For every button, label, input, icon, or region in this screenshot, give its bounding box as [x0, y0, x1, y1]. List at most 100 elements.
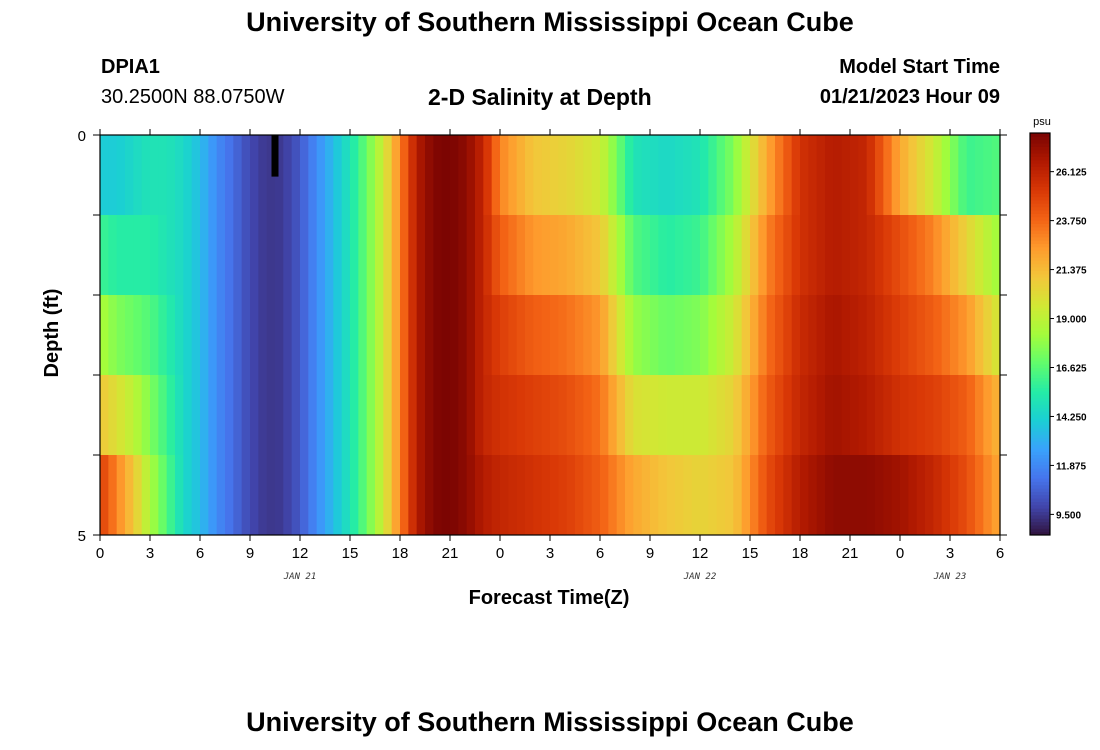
- heatmap-cell: [866, 135, 876, 216]
- heatmap-cell: [950, 135, 959, 216]
- heatmap-cell: [791, 135, 801, 216]
- colorbar-segment: [1030, 283, 1050, 288]
- heatmap-cell: [225, 135, 234, 216]
- heatmap-cell: [575, 455, 584, 536]
- heatmap-cell: [325, 135, 334, 216]
- heatmap-cell: [358, 135, 368, 216]
- heatmap-cell: [283, 375, 293, 456]
- heatmap-cell: [775, 135, 784, 216]
- heatmap-cell: [866, 375, 876, 456]
- heatmap-cell: [800, 455, 809, 536]
- heatmap-cell: [491, 215, 501, 296]
- heatmap-cell: [708, 455, 718, 536]
- heatmap-cell: [541, 295, 551, 376]
- heatmap-cell: [583, 215, 593, 296]
- heatmap-cell: [950, 375, 959, 456]
- heatmap-cell: [716, 375, 726, 456]
- heatmap-cell: [700, 135, 709, 216]
- heatmap-cell: [225, 455, 234, 536]
- heatmap-cell: [833, 135, 843, 216]
- heatmap-cell: [616, 215, 626, 296]
- colorbar-segment: [1030, 401, 1050, 405]
- x-tick-label: 0: [496, 545, 504, 562]
- heatmap-cell: [350, 375, 359, 456]
- heatmap-cell: [308, 455, 318, 536]
- heatmap-cell: [850, 135, 859, 216]
- colorbar-segment: [1030, 243, 1050, 248]
- colorbar-segment: [1030, 240, 1050, 245]
- model-start-value: 01/21/2023 Hour 09: [819, 86, 1000, 108]
- x-tick-label: 21: [442, 545, 459, 562]
- heatmap-cell: [908, 455, 918, 536]
- heatmap-cell: [391, 135, 401, 216]
- heatmap-cell: [341, 455, 351, 536]
- heatmap-cell: [600, 135, 609, 216]
- heatmap-cell: [458, 455, 468, 536]
- heatmap-cell: [575, 135, 584, 216]
- heatmap-cell: [625, 375, 634, 456]
- colorbar-segment: [1030, 491, 1050, 496]
- colorbar-segment: [1030, 417, 1050, 422]
- heatmap-cell: [750, 295, 759, 376]
- heatmap-cell: [591, 295, 601, 376]
- colorbar-segment: [1030, 474, 1050, 479]
- colorbar-segment: [1030, 374, 1050, 379]
- heatmap-cell: [825, 455, 834, 536]
- heatmap-cell: [266, 215, 276, 296]
- colorbar-segment: [1030, 273, 1050, 278]
- heatmap-cell: [408, 135, 418, 216]
- heatmap-cell: [191, 215, 201, 296]
- heatmap-cell: [666, 215, 676, 296]
- heatmap-cell: [633, 455, 643, 536]
- heatmap-cell: [525, 135, 534, 216]
- colorbar-tick-label: 9.500: [1056, 510, 1081, 521]
- heatmap-cell: [583, 455, 593, 536]
- heatmap-cell: [575, 375, 584, 456]
- heatmap-cell: [408, 375, 418, 456]
- heatmap-cell: [700, 295, 709, 376]
- heatmap-cell: [800, 295, 809, 376]
- heatmap-cell: [858, 295, 868, 376]
- heatmap-cell: [383, 215, 393, 296]
- heatmap-cell: [225, 375, 234, 456]
- colorbar-segment: [1030, 169, 1050, 174]
- colorbar-segment: [1030, 327, 1050, 332]
- heatmap-cell: [591, 135, 601, 216]
- heatmap-cell: [283, 455, 293, 536]
- colorbar-segment: [1030, 377, 1050, 382]
- heatmap-cell: [533, 295, 543, 376]
- colorbar-segment: [1030, 454, 1050, 459]
- heatmap-cell: [975, 455, 984, 536]
- heatmap-cell: [633, 295, 643, 376]
- heatmap-cell: [341, 295, 351, 376]
- colorbar: 26.125 23.750 21.375 19.000 16.625 14.250 11.8…: [1029, 132, 1087, 536]
- heatmap-cell: [175, 455, 184, 536]
- heatmap-cell: [950, 295, 959, 376]
- heatmap-cell: [116, 135, 126, 216]
- heatmap-cell: [283, 215, 293, 296]
- heatmap-cells: [100, 135, 1001, 536]
- heatmap-cell: [466, 135, 476, 216]
- heatmap-cell: [183, 215, 193, 296]
- heatmap-cell: [708, 135, 718, 216]
- heatmap-cell: [400, 295, 409, 376]
- heatmap-cell: [950, 455, 959, 536]
- colorbar-tick-label: 14.250: [1056, 412, 1087, 423]
- heatmap-cell: [750, 215, 759, 296]
- heatmap-cell: [816, 135, 826, 216]
- heatmap-cell: [958, 295, 968, 376]
- heatmap-cell: [433, 135, 443, 216]
- heatmap-cell: [683, 455, 693, 536]
- colorbar-segment: [1030, 501, 1050, 506]
- heatmap-cell: [733, 375, 743, 456]
- colorbar-segment: [1030, 313, 1050, 318]
- heatmap-cell: [275, 375, 284, 456]
- heatmap-cell: [291, 455, 301, 536]
- colorbar-segment: [1030, 357, 1050, 362]
- heatmap-cell: [233, 215, 243, 296]
- colorbar-segment: [1030, 514, 1050, 519]
- colorbar-segment: [1030, 303, 1050, 308]
- heatmap-cell: [333, 375, 343, 456]
- heatmap-cell: [858, 135, 868, 216]
- heatmap-cell: [466, 215, 476, 296]
